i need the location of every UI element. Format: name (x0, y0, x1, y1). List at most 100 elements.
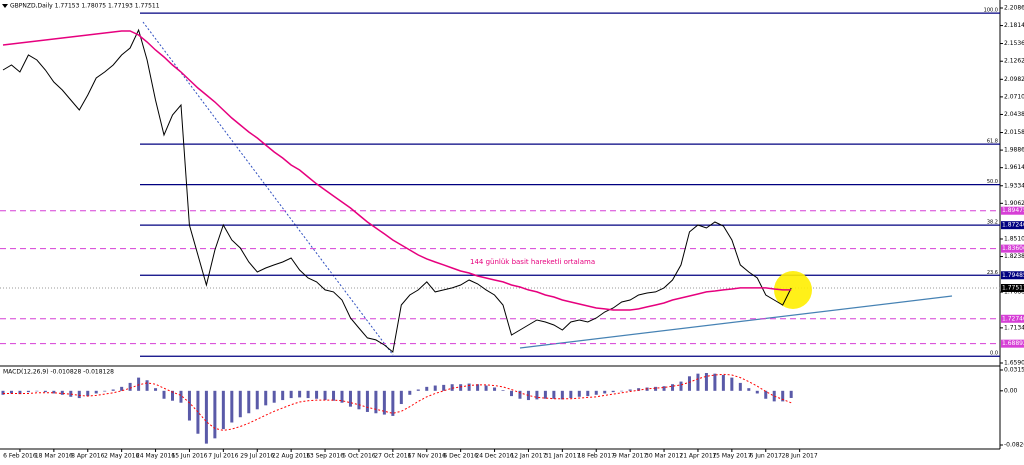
y-tick-label: 1.96140 (1004, 164, 1024, 171)
histogram-bar (687, 376, 691, 391)
histogram-bar (628, 389, 632, 391)
histogram-bar (26, 390, 30, 393)
histogram-bar (187, 390, 191, 421)
y-tick-label: 2.20860 (1004, 5, 1024, 12)
x-tick-label: 15 Jun 2016 (171, 453, 207, 460)
histogram-bar (450, 384, 454, 391)
y-tick-label: 1.90620 (1004, 200, 1024, 207)
price-tag-label: 1.77511 (1002, 285, 1024, 292)
trend-line (142, 21, 394, 356)
histogram-bar (552, 390, 556, 399)
price-tag-label: 1.79485 (1002, 272, 1024, 279)
x-tick-label: 30 Mar 2017 (645, 453, 683, 460)
histogram-bar (145, 380, 149, 391)
histogram-bar (560, 390, 564, 400)
histogram-bar (9, 390, 13, 394)
price-tag (1001, 206, 1024, 215)
x-tick-label: 9 Mar 2017 (613, 453, 647, 460)
trend-line (519, 295, 953, 349)
x-tick-label: 6 Jun 2017 (750, 453, 782, 460)
histogram-bar (103, 390, 107, 392)
histogram-bar (162, 390, 166, 399)
histogram-bar (399, 390, 403, 405)
price-tag (1001, 284, 1024, 293)
x-tick-label: 21 Apr 2017 (679, 453, 716, 460)
fib-label: 23.6 (987, 270, 998, 276)
histogram-bar (306, 390, 310, 399)
histogram-bar (264, 390, 268, 406)
histogram-bar (348, 390, 352, 407)
price-tag (1001, 271, 1024, 280)
y-tick-label: -0.082071 (1004, 442, 1024, 449)
x-tick-label: 28 Jun 2017 (782, 453, 818, 460)
x-tick-label: 27 Oct 2016 (374, 453, 411, 460)
histogram-bar (247, 390, 251, 414)
histogram-bar (323, 390, 327, 401)
histogram-bar (637, 388, 641, 391)
price-tag (1001, 221, 1024, 230)
histogram-bar (679, 381, 683, 391)
histogram-bar (543, 390, 547, 399)
histogram-bar (35, 390, 39, 392)
y-tick-label: 2.04380 (1004, 111, 1024, 118)
fib-label: 38.2 (987, 220, 998, 226)
x-tick-label: 29 Jul 2016 (240, 453, 274, 460)
x-tick-label: 31 Jan 2017 (544, 453, 580, 460)
histogram-bar (459, 384, 463, 391)
histogram-bar (255, 390, 259, 410)
histogram-bar (52, 390, 56, 394)
title-icon (2, 4, 8, 8)
histogram-bar (484, 385, 488, 391)
histogram-bar (196, 390, 200, 434)
histogram-bar (789, 390, 793, 398)
histogram-bar (467, 383, 471, 391)
y-tick-label: 2.12620 (1004, 58, 1024, 65)
histogram-bar (382, 390, 386, 415)
histogram-bar (569, 390, 573, 399)
y-tick-label: 0.00 (1004, 387, 1018, 394)
series-line (2, 28, 792, 353)
histogram-bar (730, 377, 734, 391)
y-tick-label: 1.76880 (1004, 289, 1024, 296)
histogram-bar (577, 390, 581, 397)
fib-label: 100.0 (984, 8, 998, 14)
histogram-bar (611, 390, 615, 393)
histogram-bar (654, 386, 658, 391)
y-tick-label: 2.09820 (1004, 76, 1024, 83)
histogram-bar (128, 382, 132, 391)
chart-title: GBPNZD,Daily 1.77153 1.78075 1.77193 1.7… (10, 3, 160, 10)
histogram-bar (315, 390, 319, 399)
fib-label: 50.0 (987, 179, 998, 185)
x-tick-label: 12 Jan 2017 (510, 453, 546, 460)
histogram-bar (738, 382, 742, 391)
y-tick-label: 2.01580 (1004, 129, 1024, 136)
histogram-bar (704, 372, 708, 391)
histogram-bar (111, 389, 115, 391)
y-tick-label: 0.031538 (1004, 367, 1024, 374)
price-tag-label: 1.72746 (1002, 315, 1024, 322)
histogram-bar (120, 386, 124, 391)
histogram-bar (213, 390, 217, 439)
histogram-bar (137, 377, 141, 391)
histogram-bar (340, 390, 344, 403)
histogram-bar (238, 390, 242, 418)
histogram-bar (696, 373, 700, 391)
y-tick-label: 1.82380 (1004, 253, 1024, 260)
x-tick-label: 8 Apr 2016 (71, 453, 104, 460)
histogram-bar (408, 390, 412, 395)
histogram-bar (526, 390, 530, 401)
histogram-bar (86, 390, 90, 397)
histogram-bar (721, 374, 725, 391)
histogram-bar (603, 390, 607, 394)
histogram-bar (272, 390, 276, 403)
histogram-bar (230, 390, 234, 423)
y-tick-label: 1.93340 (1004, 182, 1024, 189)
histogram-bar (662, 386, 666, 391)
histogram-bar (221, 390, 225, 430)
histogram-bar (60, 390, 64, 395)
histogram-bar (476, 384, 480, 391)
histogram-bar (713, 373, 717, 391)
x-tick-label: 7 Jul 2016 (208, 453, 238, 460)
histogram-bar (781, 390, 785, 402)
histogram-bar (1, 390, 5, 395)
